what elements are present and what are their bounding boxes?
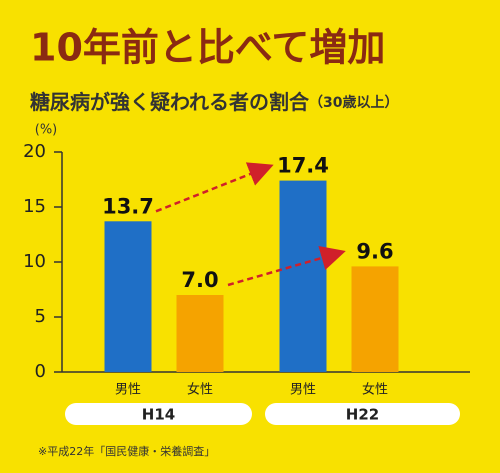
group-label: H14 <box>142 406 175 424</box>
x-tick-label: 男性 <box>290 383 316 398</box>
value-label: 13.7 <box>102 194 154 218</box>
y-tick-label: 5 <box>35 306 46 327</box>
x-tick-label: 女性 <box>187 382 213 398</box>
x-tick-label: 男性 <box>115 383 141 398</box>
subtitle-main: 糖尿病が強く疑われる者の割合 <box>30 90 310 114</box>
y-tick-label: 10 <box>23 251 46 272</box>
bar <box>176 295 224 372</box>
y-tick-label: 15 <box>23 196 46 217</box>
subtitle-note: （30歳以上） <box>309 94 398 111</box>
chart-subtitle: 糖尿病が強く疑われる者の割合（30歳以上） <box>30 90 398 114</box>
bar <box>279 180 327 372</box>
value-label: 9.6 <box>356 239 393 263</box>
x-tick-label: 女性 <box>362 382 388 398</box>
y-tick-label: 20 <box>23 141 46 162</box>
trend-arrow <box>155 162 274 213</box>
group-box <box>65 403 252 425</box>
bar <box>351 266 399 372</box>
group-label: H22 <box>346 406 379 424</box>
y-tick-label: 0 <box>35 361 46 382</box>
chart-title: 10年前と比べて増加 <box>30 26 385 70</box>
group-box <box>265 403 460 425</box>
value-label: 17.4 <box>277 154 329 178</box>
value-label: 7.0 <box>181 268 218 292</box>
footnote: ※平成22年「国民健康・栄養調査」 <box>38 444 215 458</box>
y-unit: (%) <box>35 123 58 138</box>
bar <box>104 221 152 372</box>
